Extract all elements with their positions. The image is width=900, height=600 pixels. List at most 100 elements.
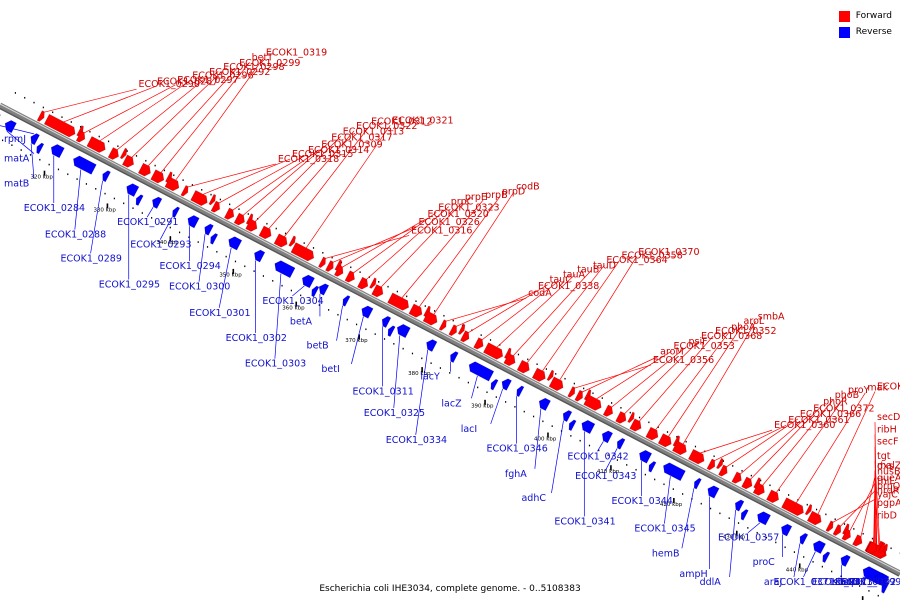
minor-tick [365,328,367,331]
reverse-gene-label: sbcD [835,577,859,588]
minor-tick [765,536,768,539]
reverse-gene-label: ECOK1_0371 [773,577,834,588]
forward-gene-shape [86,136,106,153]
forward-gene-shape [483,342,504,360]
minor-tick [648,421,650,424]
forward-gene [567,386,576,398]
minor-tick [570,435,572,437]
forward-gene-shape [548,376,564,391]
reverse-gene-label: ECOK1_0294 [160,261,221,272]
reverse-gene-small-shape [311,285,320,298]
forward-gene-label: ECOK1_0317 [331,133,392,144]
reverse-gene-small-shape [490,378,499,391]
reverse-gene [516,385,525,398]
minor-tick [467,381,469,384]
minor-tick [123,202,125,205]
forward-gene-label: ECOK1_0316 [411,225,472,236]
minor-tick [803,556,805,558]
reverse-gene [468,361,495,382]
forward-gene-shape [233,212,245,226]
reverse-gene-shape [663,462,686,482]
forward-gene [223,207,235,220]
minor-tick [592,392,594,395]
forward-gene [483,342,504,360]
minor-tick [89,130,91,133]
forward-leader [582,356,659,393]
reverse-gene-shape [693,477,702,490]
reverse-gene-small [210,233,219,245]
reverse-gene-shape [639,449,653,464]
minor-tick [654,478,656,481]
forward-gene-label: thiL [877,476,895,487]
forward-leader [83,84,176,134]
forward-gene-label: ECOK1_0309 [321,140,382,151]
minor-tick [225,255,227,258]
minor-tick [14,92,17,94]
reverse-gene-label: proC [753,557,776,568]
forward-gene [233,212,245,226]
minor-tick [52,111,54,114]
tick-label: 400 kbp [534,436,557,442]
reverse-gene-shape [361,305,374,319]
forward-gene-label: ECOK1_0360 [774,420,835,431]
reverse-gene-label: ampH [679,569,707,580]
forward-gene-label: ECOK1_0326 [418,217,479,228]
minor-tick [104,192,106,195]
forward-gene-label: codA [528,288,552,299]
minor-tick [573,382,575,385]
forward-gene-label: ECOK1_0287 [157,77,218,88]
forward-gene [832,524,842,536]
reverse-leader [534,408,542,469]
forward-leader [342,218,426,268]
forward-leader [456,290,537,327]
minor-tick [514,405,516,408]
forward-leader [175,57,265,181]
reverse-gene [318,283,330,296]
reverse-gene [302,274,315,289]
forward-leader [638,335,714,422]
tick-label: 330 kbp [93,207,116,213]
minor-tick [489,339,492,341]
reverse-gene-shape [0,113,1,125]
minor-tick [219,198,221,201]
forward-gene [107,147,119,160]
forward-gene-small [457,323,466,335]
minor-tick [607,454,609,457]
forward-gene-shape [190,190,208,206]
forward-leader [353,212,437,274]
forward-gene-label: ECOK1_0322 [356,121,417,132]
reverse-gene-shape [562,410,573,423]
reverse-gene-label: ECOK1_0344 [612,496,673,507]
forward-gene-label: phoA [731,322,756,333]
forward-gene-small-shape [119,147,128,160]
minor-tick [434,310,436,312]
reverse-leader [869,576,876,584]
minor-tick [247,213,249,215]
tick-mark [798,563,801,569]
minor-tick [393,343,395,345]
minor-tick [862,532,864,535]
minor-tick [107,140,110,143]
reverse-gene-label: ECOK1_0311 [352,386,413,397]
reverse-leader [604,448,618,472]
minor-tick [244,265,246,268]
forward-gene [290,242,315,262]
reverse-gene-shape [204,223,214,236]
minor-tick [42,106,44,109]
forward-leader [187,163,276,188]
forward-gene-shape [567,386,576,398]
reverse-gene [381,315,392,328]
tick-mark [484,399,486,405]
forward-gene-label: ECOK1_0297 [177,75,238,86]
reverse-gene [663,462,686,482]
forward-gene-shape [273,233,288,248]
forward-leader [218,154,307,204]
reverse-gene-shape [187,215,200,229]
minor-tick [834,518,836,521]
minor-tick [11,144,13,146]
reverse-leader [551,420,564,494]
forward-gene [574,389,583,402]
reverse-gene-label: ECOK1_0303 [245,359,306,370]
forward-gene-small-shape [804,503,813,516]
forward-gene-shape [422,310,438,326]
